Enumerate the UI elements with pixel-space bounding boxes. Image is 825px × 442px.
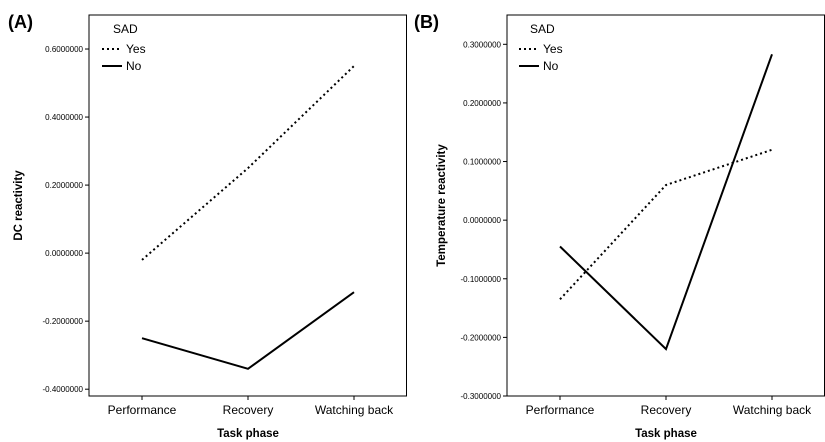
panel-a-y-ticks: 0.6000000 0.4000000 0.2000000 0.0000000 -0.2… <box>43 45 89 394</box>
panel-a-legend-title: SAD <box>113 22 138 36</box>
panel-b-legend-label-yes: Yes <box>543 42 563 56</box>
series-line-no <box>559 53 773 351</box>
y-tick-label: -0.1000000 <box>461 275 502 284</box>
y-tick-label: 0.0000000 <box>45 249 83 258</box>
panel-a-legend-label-yes: Yes <box>126 42 146 56</box>
y-tick-label: 0.4000000 <box>45 113 83 122</box>
panel-a-letter: (A) <box>8 12 33 32</box>
panel-b-legend: SAD Yes No <box>519 22 563 73</box>
panel-b-y-axis-title: Temperature reactivity <box>436 144 448 267</box>
panel-a-series <box>141 65 355 370</box>
series-line-yes <box>559 148 773 300</box>
y-tick-label: 0.2000000 <box>45 181 83 190</box>
y-tick-label: 0.2000000 <box>463 99 501 108</box>
panel-a-y-axis-title: DC reactivity <box>13 170 25 241</box>
series-line-no <box>141 291 355 370</box>
panel-a-x-ticks: Performance Recovery Watching back <box>108 396 394 417</box>
panel-a: (A) 0.6000000 0.4000000 0.2000000 0.0000000… <box>8 12 407 440</box>
panel-b-x-axis-title: Task phase <box>635 428 697 440</box>
y-tick-label: 0.0000000 <box>463 216 501 225</box>
x-tick-label: Performance <box>108 403 177 417</box>
series-line-yes <box>141 65 355 261</box>
x-tick-label: Recovery <box>641 403 692 417</box>
panel-b-letter: (B) <box>414 12 439 32</box>
panel-b-y-ticks: 0.3000000 0.2000000 0.1000000 0.0000000 -0.1… <box>461 40 507 401</box>
panel-b-series <box>559 53 773 351</box>
x-tick-label: Performance <box>526 403 595 417</box>
y-tick-label: 0.6000000 <box>45 45 83 54</box>
panel-b: (B) 0.3000000 0.2000000 0.1000000 0.0000000… <box>414 12 825 440</box>
x-tick-label: Watching back <box>315 403 394 417</box>
panel-a-legend: SAD Yes No <box>102 22 146 73</box>
panel-b-legend-title: SAD <box>530 22 555 36</box>
y-tick-label: -0.2000000 <box>43 317 84 326</box>
y-tick-label: 0.3000000 <box>463 40 501 49</box>
panel-a-legend-label-no: No <box>126 59 142 73</box>
y-tick-label: -0.2000000 <box>461 333 502 342</box>
panel-b-x-ticks: Performance Recovery Watching back <box>526 396 812 417</box>
y-tick-label: 0.1000000 <box>463 158 501 167</box>
panel-a-x-axis-title: Task phase <box>217 428 279 440</box>
y-tick-label: -0.3000000 <box>461 392 502 401</box>
x-tick-label: Recovery <box>223 403 274 417</box>
x-tick-label: Watching back <box>733 403 812 417</box>
panel-b-legend-label-no: No <box>543 59 559 73</box>
y-tick-label: -0.4000000 <box>43 385 84 394</box>
